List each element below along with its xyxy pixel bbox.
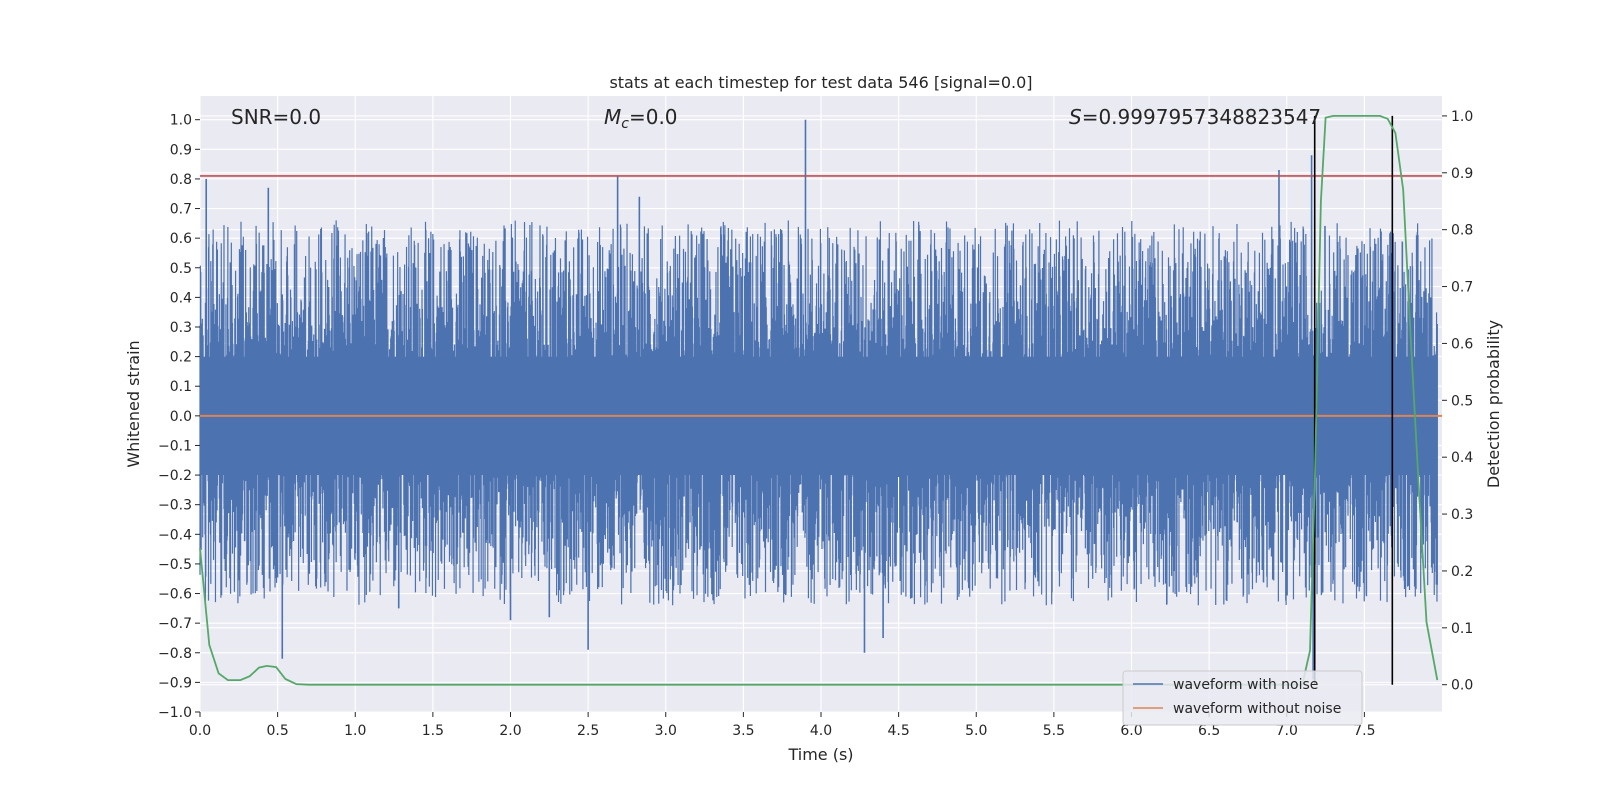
y2-tick-label: 0.2 <box>1451 564 1473 580</box>
y2-tick-label: 0.9 <box>1451 166 1473 182</box>
legend-label-noise: waveform with noise <box>1173 677 1318 693</box>
y2-tick-label: 0.1 <box>1451 621 1473 637</box>
x-axis-label: Time (s) <box>787 745 853 764</box>
y-tick-label: 0.1 <box>170 379 192 395</box>
x-tick-label: 3.0 <box>655 723 677 739</box>
y-tick-label: −1.0 <box>158 705 192 721</box>
x-tick-label: 2.5 <box>577 723 599 739</box>
y-tick-label: −0.9 <box>158 675 192 691</box>
y2-tick-label: 0.3 <box>1451 507 1473 523</box>
mc-symbol: M <box>604 105 621 129</box>
x-tick-label: 5.5 <box>1043 723 1065 739</box>
overlay-lines <box>200 115 1442 685</box>
y2-tick-label: 1.0 <box>1451 109 1473 125</box>
y-tick-label: 0.9 <box>170 142 192 158</box>
x-tick-label: 1.0 <box>344 723 366 739</box>
mc-value: =0.0 <box>629 105 678 129</box>
y-tick-label: −0.4 <box>158 527 192 543</box>
y-tick-label: 0.3 <box>170 320 192 336</box>
x-tick-label: 7.5 <box>1353 723 1375 739</box>
legend: waveform with noise waveform without noi… <box>1122 670 1363 726</box>
x-tick-label: 1.5 <box>422 723 444 739</box>
y-tick-label: −0.3 <box>158 498 192 514</box>
y-tick-label: 0.7 <box>170 202 192 218</box>
mc-subscript: c <box>621 116 629 132</box>
y2-tick-label: 0.7 <box>1451 280 1473 296</box>
y-tick-label: 0.5 <box>170 261 192 277</box>
y2-axis-label: Detection probability <box>1484 320 1503 488</box>
y-tick-label: 0.2 <box>170 350 192 366</box>
x-tick-label: 4.5 <box>887 723 909 739</box>
x-tick-label: 4.0 <box>810 723 832 739</box>
legend-label-clean: waveform without noise <box>1173 701 1341 717</box>
y-tick-label: −0.1 <box>158 438 192 454</box>
y-tick-label: 0.4 <box>170 290 192 306</box>
y2-tick-label: 0.8 <box>1451 223 1473 239</box>
chart-title: stats at each timestep for test data 546… <box>609 73 1032 92</box>
y2-tick-label: 0.6 <box>1451 336 1473 352</box>
x-tick-label: 0.5 <box>266 723 288 739</box>
x-tick-label: 5.0 <box>965 723 987 739</box>
x-tick-label: 6.0 <box>1120 723 1142 739</box>
x-tick-label: 7.0 <box>1276 723 1298 739</box>
y2-tick-label: 0.0 <box>1451 678 1473 694</box>
s-symbol: S <box>1069 105 1082 129</box>
y-tick-label: −0.5 <box>158 557 192 573</box>
y-tick-label: 1.0 <box>170 113 192 129</box>
y-axis-label: Whitened strain <box>124 340 143 467</box>
legend-box <box>1122 670 1363 726</box>
y-tick-label: 0.8 <box>170 172 192 188</box>
s-value: =0.9997957348823547 <box>1082 105 1321 129</box>
x-tick-label: 6.5 <box>1198 723 1220 739</box>
y-tick-label: −0.2 <box>158 468 192 484</box>
x-tick-label: 2.0 <box>499 723 521 739</box>
y-tick-label: −0.8 <box>158 646 192 662</box>
snr-annotation: SNR=0.0 <box>231 105 321 129</box>
chirp-mass-annotation: Mc=0.0 <box>604 105 678 132</box>
y2-tick-label: 0.5 <box>1451 393 1473 409</box>
axis-ticks: 0.0 0.5 1.0 1.5 2.0 2.5 3.0 3.5 4.0 4.5 5.0 5.5 6.0 6… <box>158 109 1473 739</box>
y-tick-label: 0.6 <box>170 231 192 247</box>
score-annotation: S=0.9997957348823547 <box>1069 105 1321 129</box>
x-tick-label: 3.5 <box>732 723 754 739</box>
y2-tick-label: 0.4 <box>1451 450 1473 466</box>
y-tick-label: −0.6 <box>158 587 192 603</box>
x-tick-label: 0.0 <box>189 723 211 739</box>
y-tick-label: −0.7 <box>158 616 192 632</box>
y-tick-label: 0.0 <box>170 409 192 425</box>
